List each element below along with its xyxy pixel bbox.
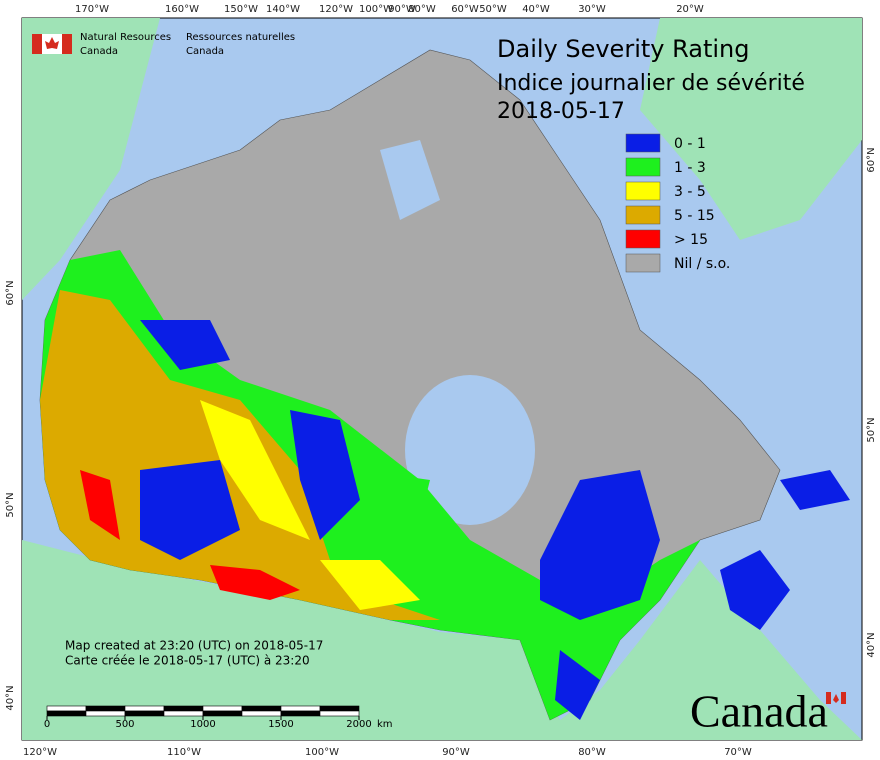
legend-swatch xyxy=(625,157,661,177)
legend-label: > 15 xyxy=(674,232,708,248)
lon-label: 120°W xyxy=(319,4,353,15)
dept-en: Canada xyxy=(80,46,118,57)
scale-segment xyxy=(319,705,360,712)
lon-label: 40°W xyxy=(522,4,550,15)
lon-label: 170°W xyxy=(75,4,109,15)
note: Carte créée le 2018-05-17 (UTC) à 23:20 xyxy=(65,654,310,668)
lat-label: 60°N xyxy=(866,147,877,172)
scale-segment xyxy=(241,705,282,712)
lon-label: 150°W xyxy=(224,4,258,15)
scale-segment xyxy=(280,710,321,717)
legend-label: 0 - 1 xyxy=(674,136,706,152)
lon-label: 120°W xyxy=(23,747,57,758)
lon-label: 90°W xyxy=(388,4,416,15)
scale-segment xyxy=(163,710,204,717)
scale-segment xyxy=(163,705,204,712)
lon-label: 50°W xyxy=(479,4,507,15)
scale-label: 1500 xyxy=(268,719,293,730)
lon-label: 60°W xyxy=(451,4,479,15)
basemap xyxy=(22,18,862,740)
legend-swatch xyxy=(625,133,661,153)
lon-label: 30°W xyxy=(578,4,606,15)
scale-segment xyxy=(280,705,321,712)
scale-label: 1000 xyxy=(190,719,215,730)
lat-label: 40°N xyxy=(866,632,877,657)
lon-label: 20°W xyxy=(676,4,704,15)
lat-label: 50°N xyxy=(5,492,16,517)
scale-segment xyxy=(85,710,126,717)
legend-label: Nil / s.o. xyxy=(674,256,730,272)
legend-label: 1 - 3 xyxy=(674,160,706,176)
legend-swatch xyxy=(625,181,661,201)
lon-label: 90°W xyxy=(442,747,470,758)
scale-segment xyxy=(202,705,243,712)
lon-label: 100°W xyxy=(359,4,393,15)
title: Daily Severity Rating xyxy=(497,35,749,63)
title-fr: Indice journalier de sévérité xyxy=(497,71,805,96)
scale-segment xyxy=(241,710,282,717)
lon-label: 80°W xyxy=(578,747,606,758)
date: 2018-05-17 xyxy=(497,99,625,124)
lat-label: 40°N xyxy=(5,685,16,710)
scale-label: 2000 xyxy=(346,719,371,730)
note: Map created at 23:20 (UTC) on 2018-05-17 xyxy=(65,639,323,653)
scale-label: 500 xyxy=(115,719,134,730)
legend-swatch xyxy=(625,253,661,273)
legend-swatch xyxy=(625,205,661,225)
lat-label: 60°N xyxy=(5,280,16,305)
scale-segment xyxy=(46,710,87,717)
dept-fr: Canada xyxy=(186,46,224,57)
scale-segment xyxy=(46,705,87,712)
lat-label: 50°N xyxy=(866,417,877,442)
scale-segment xyxy=(85,705,126,712)
lon-label: 160°W xyxy=(165,4,199,15)
legend-label: 3 - 5 xyxy=(674,184,706,200)
lon-label: 140°W xyxy=(266,4,300,15)
scale-unit: km xyxy=(377,719,393,730)
legend-label: 5 - 15 xyxy=(674,208,715,224)
lon-label: 70°W xyxy=(724,747,752,758)
wordmark: Canada xyxy=(690,686,828,737)
dept-en: Natural Resources xyxy=(80,32,171,43)
dept-fr: Ressources naturelles xyxy=(186,32,295,43)
lon-label: 100°W xyxy=(305,747,339,758)
scale-segment xyxy=(124,705,165,712)
wordmark-flag xyxy=(826,692,846,704)
scale-segment xyxy=(202,710,243,717)
scale-label: 0 xyxy=(44,719,50,730)
scale-segment xyxy=(319,710,360,717)
scale-segment xyxy=(124,710,165,717)
logo xyxy=(32,34,72,54)
legend-swatch xyxy=(625,229,661,249)
lon-label: 80°W xyxy=(408,4,436,15)
lon-label: 110°W xyxy=(167,747,201,758)
